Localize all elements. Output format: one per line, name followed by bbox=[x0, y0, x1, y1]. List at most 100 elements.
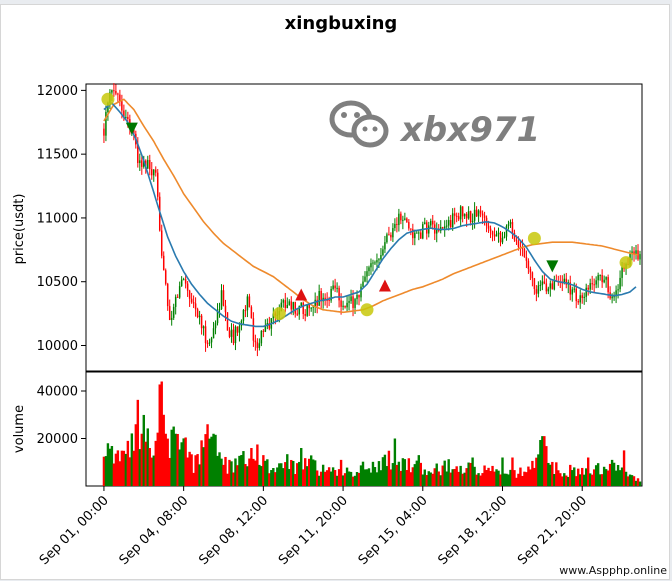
volume-bar bbox=[270, 470, 273, 486]
candle-body bbox=[533, 278, 536, 290]
volume-bar bbox=[377, 461, 381, 486]
volume-bar bbox=[541, 436, 544, 486]
volume-bar bbox=[154, 440, 157, 486]
volume-bar bbox=[120, 450, 124, 486]
candle-body bbox=[292, 302, 295, 310]
signal-circle-marker bbox=[272, 307, 286, 321]
candle-body bbox=[236, 326, 239, 333]
volume-bar bbox=[238, 455, 241, 486]
volume-bar bbox=[395, 464, 399, 486]
candle-body bbox=[471, 220, 474, 223]
volume-bar bbox=[467, 462, 470, 486]
x-tick-label: Sep 15, 04:00 bbox=[356, 493, 431, 568]
candle-body bbox=[635, 250, 637, 255]
volume-bar bbox=[126, 440, 130, 486]
volume-bar bbox=[256, 444, 259, 486]
candle-body bbox=[475, 209, 478, 217]
volume-bar bbox=[319, 471, 323, 486]
volume-bar bbox=[547, 462, 550, 486]
volume-bar bbox=[329, 471, 333, 486]
volume-bar bbox=[461, 473, 464, 486]
candle-body bbox=[264, 325, 267, 332]
volume-bar bbox=[543, 436, 546, 486]
volume-bar bbox=[230, 461, 233, 486]
volume-bar bbox=[172, 426, 175, 486]
candle-body bbox=[545, 283, 548, 292]
volume-bar bbox=[335, 475, 339, 486]
candle-body bbox=[302, 302, 304, 315]
volume-bar bbox=[618, 470, 622, 486]
candle-body bbox=[487, 225, 490, 229]
candle-body bbox=[605, 277, 607, 280]
candle-body bbox=[479, 210, 482, 214]
volume-bar bbox=[449, 472, 452, 486]
candle-body bbox=[334, 285, 336, 289]
volume-bar bbox=[465, 468, 468, 486]
volume-bar bbox=[164, 433, 167, 486]
candle-body bbox=[336, 287, 338, 289]
candle-body bbox=[258, 343, 261, 348]
candle-body bbox=[451, 213, 454, 227]
volume-bar bbox=[178, 449, 181, 486]
volume-bar bbox=[353, 475, 357, 486]
candle-body bbox=[380, 255, 382, 260]
volume-bar bbox=[598, 474, 602, 486]
candle-body bbox=[509, 222, 512, 225]
candle-body bbox=[599, 275, 601, 277]
candle-body bbox=[525, 257, 528, 261]
volume-bar bbox=[549, 464, 552, 486]
chart-canvas: xingbuxing price(usdt) volume xbx971 1000… bbox=[12, 13, 643, 568]
candle-body bbox=[222, 290, 225, 306]
volume-bar bbox=[385, 466, 389, 486]
candle-body bbox=[354, 299, 356, 308]
volume-bar bbox=[600, 474, 604, 486]
candle-body bbox=[208, 342, 211, 344]
volume-bar bbox=[286, 454, 289, 486]
candle-body bbox=[531, 272, 534, 279]
volume-bar bbox=[156, 432, 159, 486]
volume-bar bbox=[545, 446, 548, 486]
candle-body bbox=[204, 326, 207, 344]
candle-body bbox=[591, 283, 593, 285]
volume-bar bbox=[447, 459, 450, 486]
candle-body bbox=[607, 277, 609, 293]
candle-body bbox=[125, 116, 127, 118]
volume-bar bbox=[383, 454, 387, 486]
volume-bar bbox=[433, 468, 436, 486]
volume-bar bbox=[401, 458, 405, 486]
volume-bar bbox=[409, 472, 413, 486]
candle-body bbox=[565, 278, 568, 285]
volume-bar bbox=[539, 440, 542, 486]
candle-body bbox=[184, 279, 187, 284]
candle-body bbox=[304, 314, 306, 316]
volume-bar bbox=[226, 473, 229, 486]
volume-bar bbox=[459, 465, 462, 486]
volume-bar bbox=[290, 459, 293, 486]
volume-bar bbox=[411, 467, 415, 486]
volume-bar bbox=[439, 475, 442, 486]
volume-bar bbox=[216, 455, 219, 486]
volume-bar bbox=[266, 459, 269, 486]
volume-bar bbox=[347, 471, 351, 486]
candle-body bbox=[220, 290, 223, 309]
volume-bar bbox=[521, 475, 524, 486]
candle-body bbox=[368, 267, 370, 272]
volume-bar bbox=[108, 448, 112, 486]
volume-panel: 20000 40000 bbox=[37, 371, 643, 487]
candle-body bbox=[631, 251, 633, 255]
candle-body bbox=[585, 287, 587, 297]
volume-bar bbox=[509, 469, 512, 486]
buy-signal-marker bbox=[378, 279, 391, 292]
candle-body bbox=[206, 343, 209, 345]
candle-body bbox=[597, 275, 599, 281]
volume-bar bbox=[114, 453, 118, 486]
candle-body bbox=[328, 299, 330, 301]
candle-body bbox=[306, 304, 308, 316]
volume-bar bbox=[515, 477, 518, 486]
volume-bar bbox=[523, 471, 526, 486]
volume-bar bbox=[110, 446, 114, 486]
candle-body bbox=[252, 318, 255, 341]
volume-bar bbox=[180, 442, 183, 486]
volume-bar bbox=[333, 470, 337, 486]
candle-body bbox=[149, 159, 151, 170]
